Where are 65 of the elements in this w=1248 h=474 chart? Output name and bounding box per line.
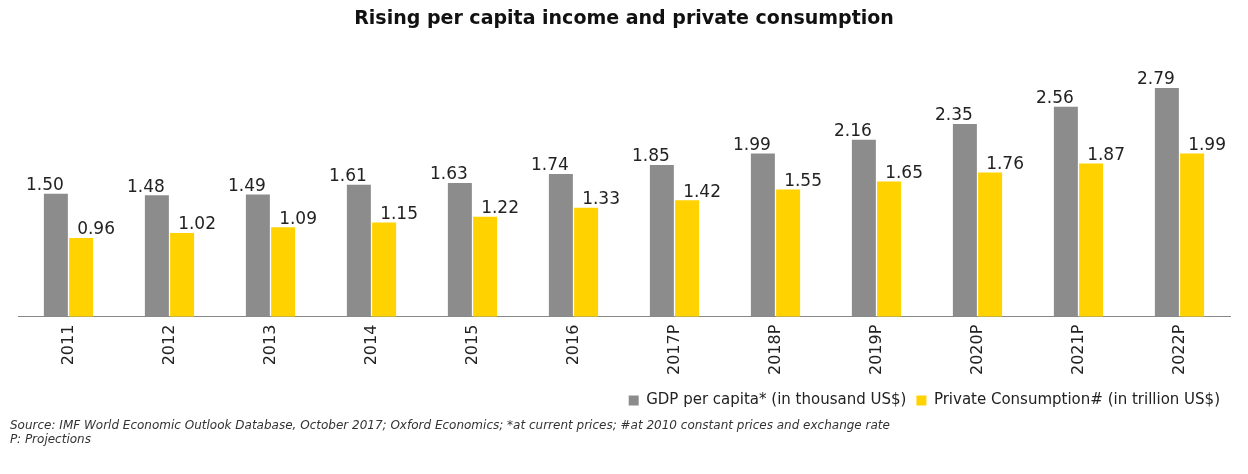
data-label: 2.16 xyxy=(834,120,872,141)
bar xyxy=(1154,88,1179,317)
data-label: 1.15 xyxy=(380,202,418,223)
data-label: 1.09 xyxy=(279,207,317,228)
data-label: 1.42 xyxy=(683,180,721,201)
data-label: 1.99 xyxy=(1188,133,1226,154)
bar xyxy=(271,227,296,317)
data-label: 1.76 xyxy=(986,152,1024,173)
data-label: 1.61 xyxy=(329,165,367,186)
bar xyxy=(1053,106,1078,317)
data-label: 1.22 xyxy=(481,197,519,218)
bar xyxy=(69,237,94,317)
x-tick-label: 2019P xyxy=(865,324,885,376)
x-tick-label: 2013 xyxy=(259,324,279,366)
data-label: 0.96 xyxy=(77,218,115,239)
bar xyxy=(649,165,674,317)
bar xyxy=(776,189,801,317)
x-tick-label: 2018P xyxy=(764,324,784,376)
data-label: 1.48 xyxy=(127,175,165,196)
bar xyxy=(574,207,599,317)
text: P: Projections xyxy=(9,432,92,446)
x-tick-label: 2022P xyxy=(1168,324,1188,376)
x-tick-label: 2015 xyxy=(461,324,481,366)
x-tick-label: 2021P xyxy=(1067,324,1087,376)
bar xyxy=(675,200,700,317)
data-label: 1.74 xyxy=(531,154,569,175)
bar xyxy=(978,172,1003,317)
bar xyxy=(346,184,371,317)
x-tick-label: 2012 xyxy=(158,324,178,366)
x-tick-label: 2016 xyxy=(562,324,582,366)
legend-label: Private Consumption# (in trillion US$) xyxy=(933,390,1220,409)
bar xyxy=(170,233,195,317)
data-label: 1.85 xyxy=(632,145,670,166)
bar xyxy=(877,181,902,317)
x-tick-label: 2017P xyxy=(663,324,683,376)
x-tick-label: 2014 xyxy=(360,324,380,366)
data-label: 1.50 xyxy=(26,174,64,195)
data-label: 1.87 xyxy=(1087,143,1125,164)
bar xyxy=(43,193,68,317)
bar xyxy=(750,153,775,317)
data-label: 1.02 xyxy=(178,213,216,234)
chart-title: Rising per capita income and private consumption xyxy=(354,6,894,29)
data-label: 1.65 xyxy=(885,161,923,182)
data-label: 2.79 xyxy=(1137,68,1175,89)
data-label: 2.35 xyxy=(935,104,973,125)
bar xyxy=(473,216,498,317)
data-label: 2.56 xyxy=(1036,87,1074,108)
data-label: 1.55 xyxy=(784,170,822,191)
bar xyxy=(1079,163,1104,317)
bar xyxy=(548,174,573,317)
bar xyxy=(372,222,397,317)
bar xyxy=(1180,153,1205,317)
bar xyxy=(447,183,472,317)
bar xyxy=(245,194,270,317)
legend-label: GDP per capita* (in thousand US$) xyxy=(646,390,907,409)
x-tick-label: 2020P xyxy=(966,324,986,376)
data-label: 1.33 xyxy=(582,188,620,209)
bar xyxy=(144,195,169,317)
bar xyxy=(952,124,977,317)
bar xyxy=(851,139,876,317)
data-label: 1.99 xyxy=(733,133,771,154)
data-label: 1.49 xyxy=(228,174,266,195)
source-note: Source: IMF World Economic Outlook Database, October 2017; Oxford Economics; *at current prices; #at 2010 constant prices and exchange rate xyxy=(9,418,891,432)
data-label: 1.63 xyxy=(430,163,468,184)
x-tick-label: 2011 xyxy=(57,324,77,366)
